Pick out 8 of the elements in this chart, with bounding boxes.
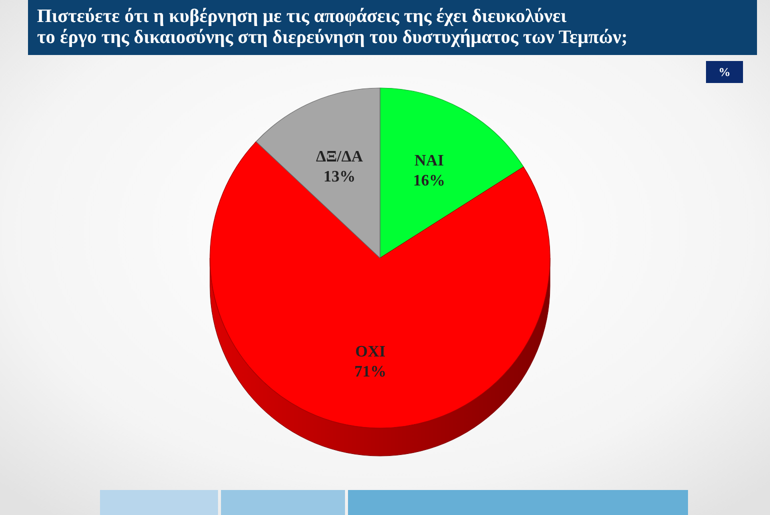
data-label: 16%: [413, 172, 446, 190]
text: %: [718, 65, 730, 79]
slice-label: ΔΞ/ΔΑ: [316, 148, 364, 166]
chart-title: Πιστεύετε ότι η κυβέρνηση με τις αποφάσεις της έχει διευκολύνει το έργο της δικαιοσύνης στη διερεύνηση του δυστυχήματος των Τεμπών;: [37, 6, 628, 48]
data-label: 71%: [354, 364, 386, 381]
data-label: 13%: [323, 168, 356, 186]
slice-label: ΟΧΙ: [355, 344, 386, 361]
slice-label: ΝΑΙ: [414, 152, 444, 170]
